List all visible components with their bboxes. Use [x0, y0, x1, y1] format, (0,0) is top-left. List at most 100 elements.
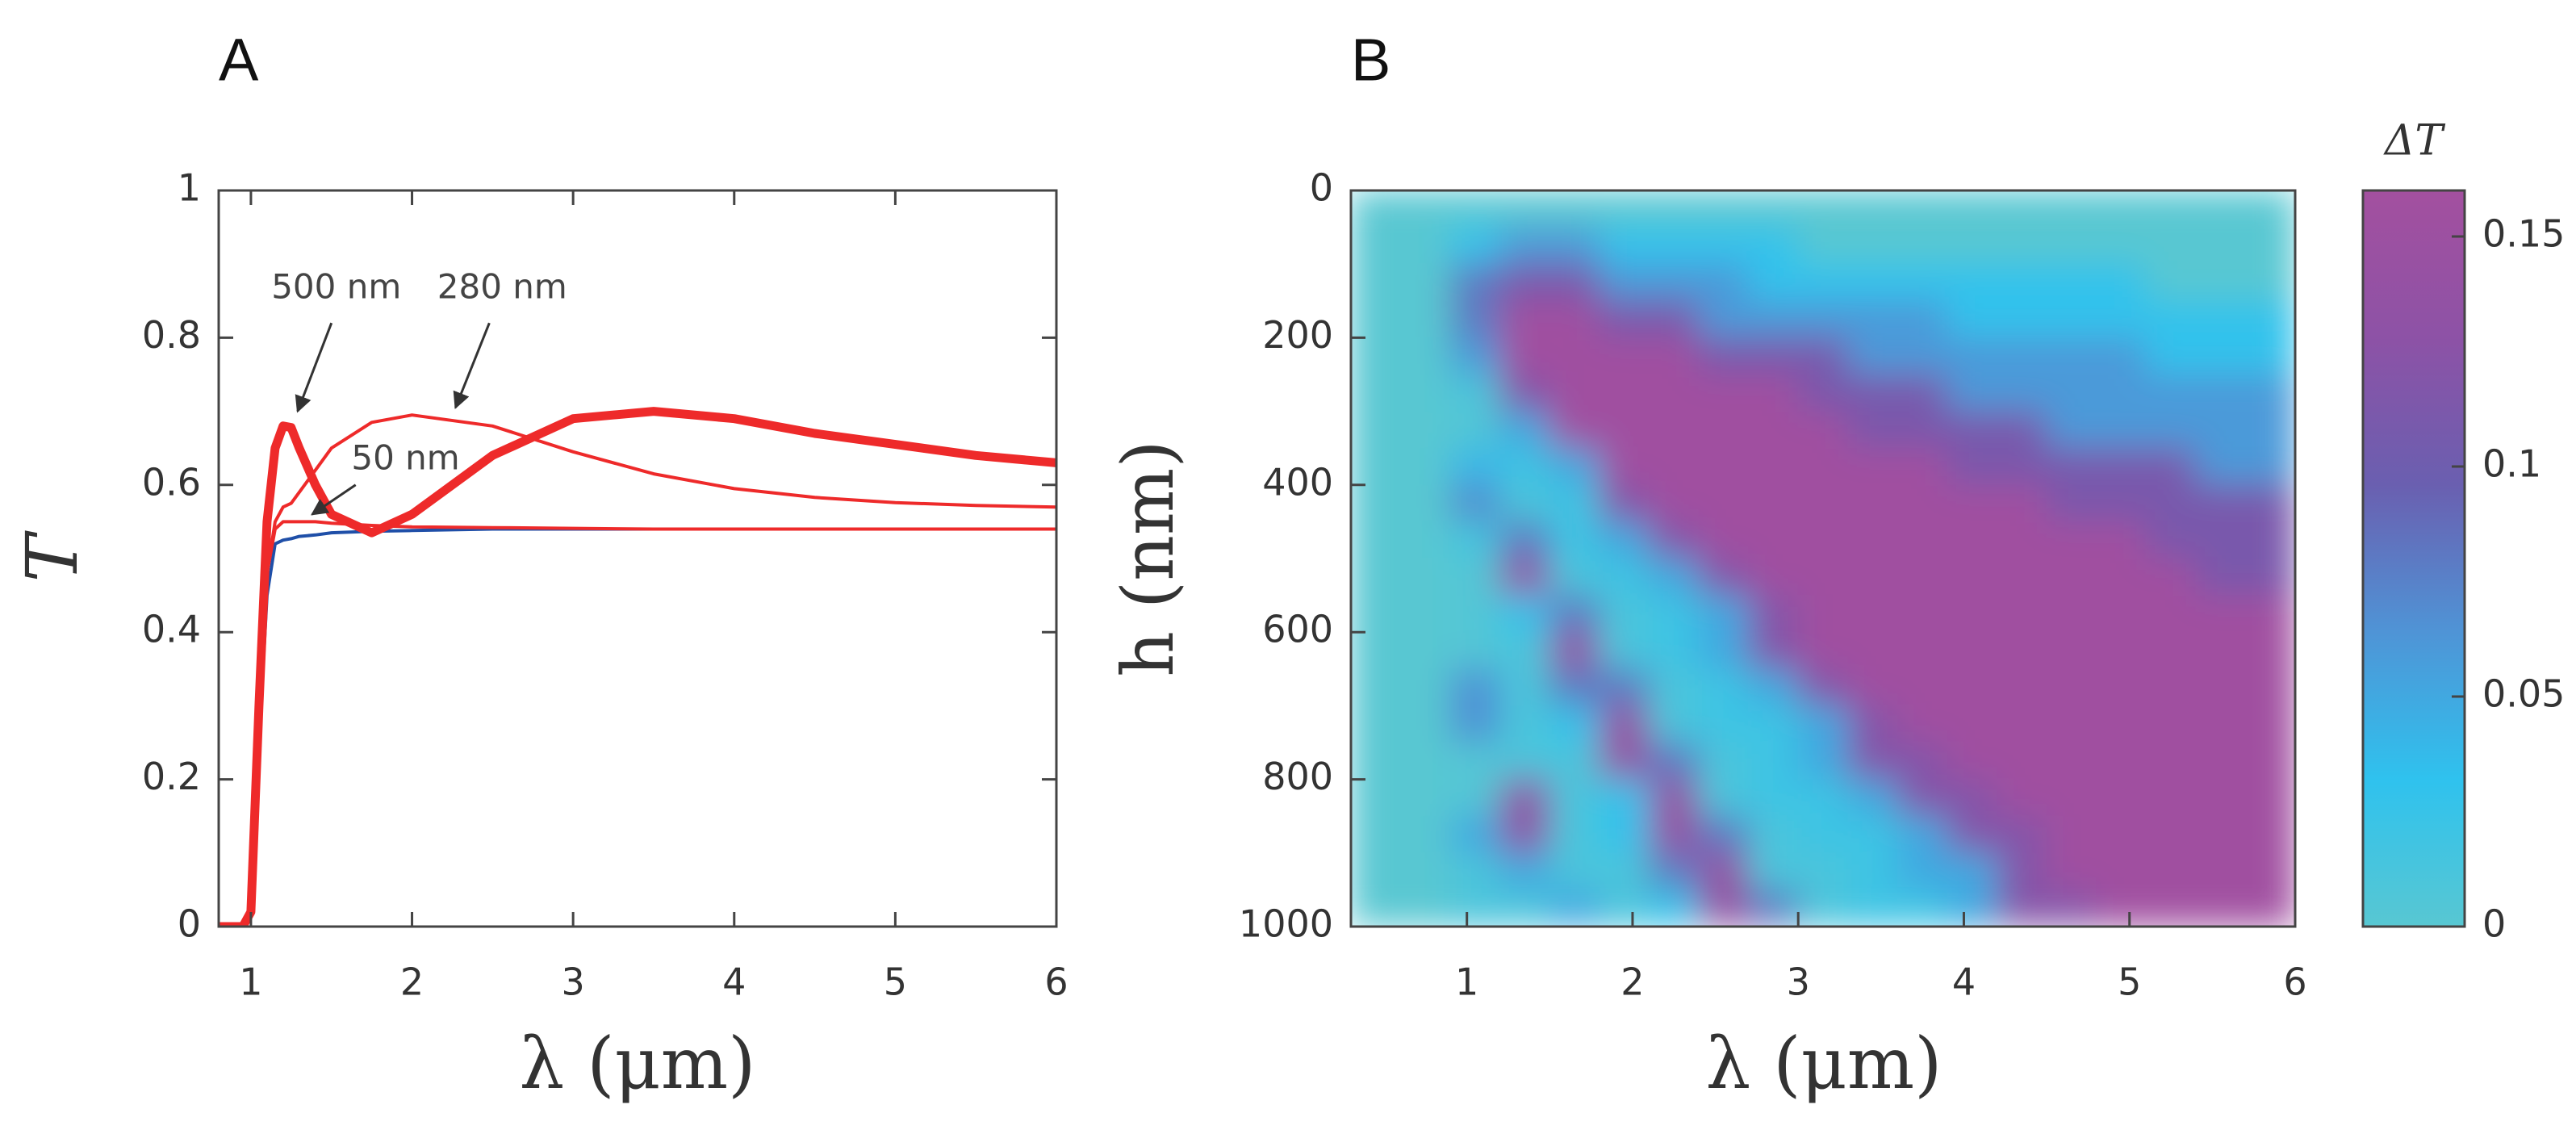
heatmap-cell: [1847, 190, 1898, 228]
heatmap-cell: [1648, 889, 1700, 927]
y-tick-label: 0: [1310, 166, 1333, 210]
heatmap-cell: [2195, 631, 2246, 670]
heatmap-cell: [1351, 742, 1402, 780]
heatmap-cell: [1847, 852, 1898, 890]
heatmap-cell: [1351, 484, 1402, 522]
heatmap-cell: [2244, 484, 2295, 522]
heatmap-cell: [1947, 742, 1998, 780]
heatmap-cell: [2046, 337, 2097, 375]
heatmap-cell: [1599, 742, 1650, 780]
heatmap-cell: [1599, 337, 1650, 375]
heatmap-cell: [1748, 300, 1799, 338]
heatmap-cell: [1748, 815, 1799, 854]
heatmap-cell: [1449, 668, 1501, 706]
heatmap-cell: [1698, 668, 1750, 706]
heatmap-cell: [1947, 668, 1998, 706]
heatmap-cell: [1549, 558, 1600, 596]
heatmap-cell: [1748, 631, 1799, 670]
heatmap-cell: [2195, 484, 2246, 522]
heatmap-cell: [1599, 227, 1650, 265]
axes-box: [217, 189, 1058, 928]
heatmap-cell: [1549, 668, 1600, 706]
heatmap-cell: [1499, 668, 1550, 706]
heatmap-cell: [2244, 815, 2295, 854]
axes-box: [1349, 189, 2297, 928]
x-tick-label: 4: [722, 960, 746, 1004]
heatmap-cell: [2145, 558, 2197, 596]
heatmap-cell: [1748, 668, 1799, 706]
heatmap-cell: [2096, 742, 2147, 780]
heatmap-cell: [2096, 484, 2147, 522]
heatmap-cell: [1648, 558, 1700, 596]
heatmap-cell: [2096, 190, 2147, 228]
heatmap-cell: [1549, 411, 1600, 449]
heatmap-cell: [1599, 411, 1650, 449]
y-tick-label: 1000: [1239, 902, 1333, 946]
heatmap-cell: [2096, 337, 2147, 375]
heatmap-cell: [1947, 374, 1998, 412]
heatmap-cell: [2195, 411, 2246, 449]
heatmap-cell: [2195, 227, 2246, 265]
heatmap-cell: [1549, 337, 1600, 375]
heatmap-cell: [1847, 337, 1898, 375]
heatmap-cell: [1351, 337, 1402, 375]
heatmap-cell: [1748, 263, 1799, 302]
heatmap-cell: [1847, 484, 1898, 522]
heatmap-cell: [2195, 705, 2246, 743]
colorbar-title: ΔT: [2383, 117, 2446, 165]
heatmap-cell: [2096, 705, 2147, 743]
heatmap-cell: [2244, 300, 2295, 338]
heatmap-cell: [1449, 374, 1501, 412]
heatmap-cell: [1797, 742, 1849, 780]
heatmap-cell: [1947, 263, 1998, 302]
heatmap-cell: [1648, 668, 1700, 706]
heatmap-cell: [1997, 411, 2047, 449]
heatmap-cell: [2046, 263, 2097, 302]
heatmap-cell: [1947, 558, 1998, 596]
y-tick-label: 400: [1262, 460, 1333, 504]
heatmap-cell: [1847, 631, 1898, 670]
heatmap-cell: [2046, 374, 2097, 412]
heatmap-cell: [2195, 300, 2246, 338]
x-tick-label: 4: [1952, 960, 1976, 1004]
heatmap-cell: [1947, 227, 1998, 265]
heatmap-cell: [1797, 631, 1849, 670]
heatmap-cell: [1847, 374, 1898, 412]
heatmap-cell: [2145, 300, 2197, 338]
heatmap-cell: [1599, 852, 1650, 890]
heatmap-cell: [1549, 815, 1600, 854]
heatmap-cell: [1797, 337, 1849, 375]
heatmap-cell: [1449, 631, 1501, 670]
heatmap-cell: [1400, 337, 1451, 375]
x-tick-label: 5: [884, 960, 907, 1004]
heatmap-cell: [1997, 374, 2047, 412]
heatmap-cell: [2195, 447, 2246, 486]
heatmap-cell: [1947, 815, 1998, 854]
heatmap-cell: [1847, 411, 1898, 449]
heatmap-cell: [2195, 815, 2246, 854]
heatmap-cell: [1599, 447, 1650, 486]
heatmap-cell: [1847, 815, 1898, 854]
heatmap-cell: [1400, 411, 1451, 449]
heatmap-cell: [1499, 742, 1550, 780]
y-tick-label: 0.6: [142, 460, 201, 504]
heatmap-cell: [1698, 300, 1750, 338]
heatmap-cell: [1400, 447, 1451, 486]
heatmap-cell: [1997, 300, 2047, 338]
panel-label: B: [1351, 27, 1390, 94]
heatmap-cell: [1351, 852, 1402, 890]
colorbar-tick-label: 0: [2482, 902, 2506, 946]
heatmap-cell: [1549, 447, 1600, 486]
heatmap-cell: [1947, 889, 1998, 927]
heatmap-cell: [1997, 631, 2047, 670]
heatmap-cell: [2145, 852, 2197, 890]
heatmap-cell: [1499, 374, 1550, 412]
x-axis-label: λ (μm): [1705, 1022, 1942, 1105]
heatmap-cell: [2145, 815, 2197, 854]
heatmap-cell: [2046, 705, 2097, 743]
heatmap-cell: [1400, 852, 1451, 890]
annotation-arrow: [453, 322, 491, 409]
heatmap-cell: [1997, 705, 2047, 743]
heatmap-cell: [1449, 742, 1501, 780]
